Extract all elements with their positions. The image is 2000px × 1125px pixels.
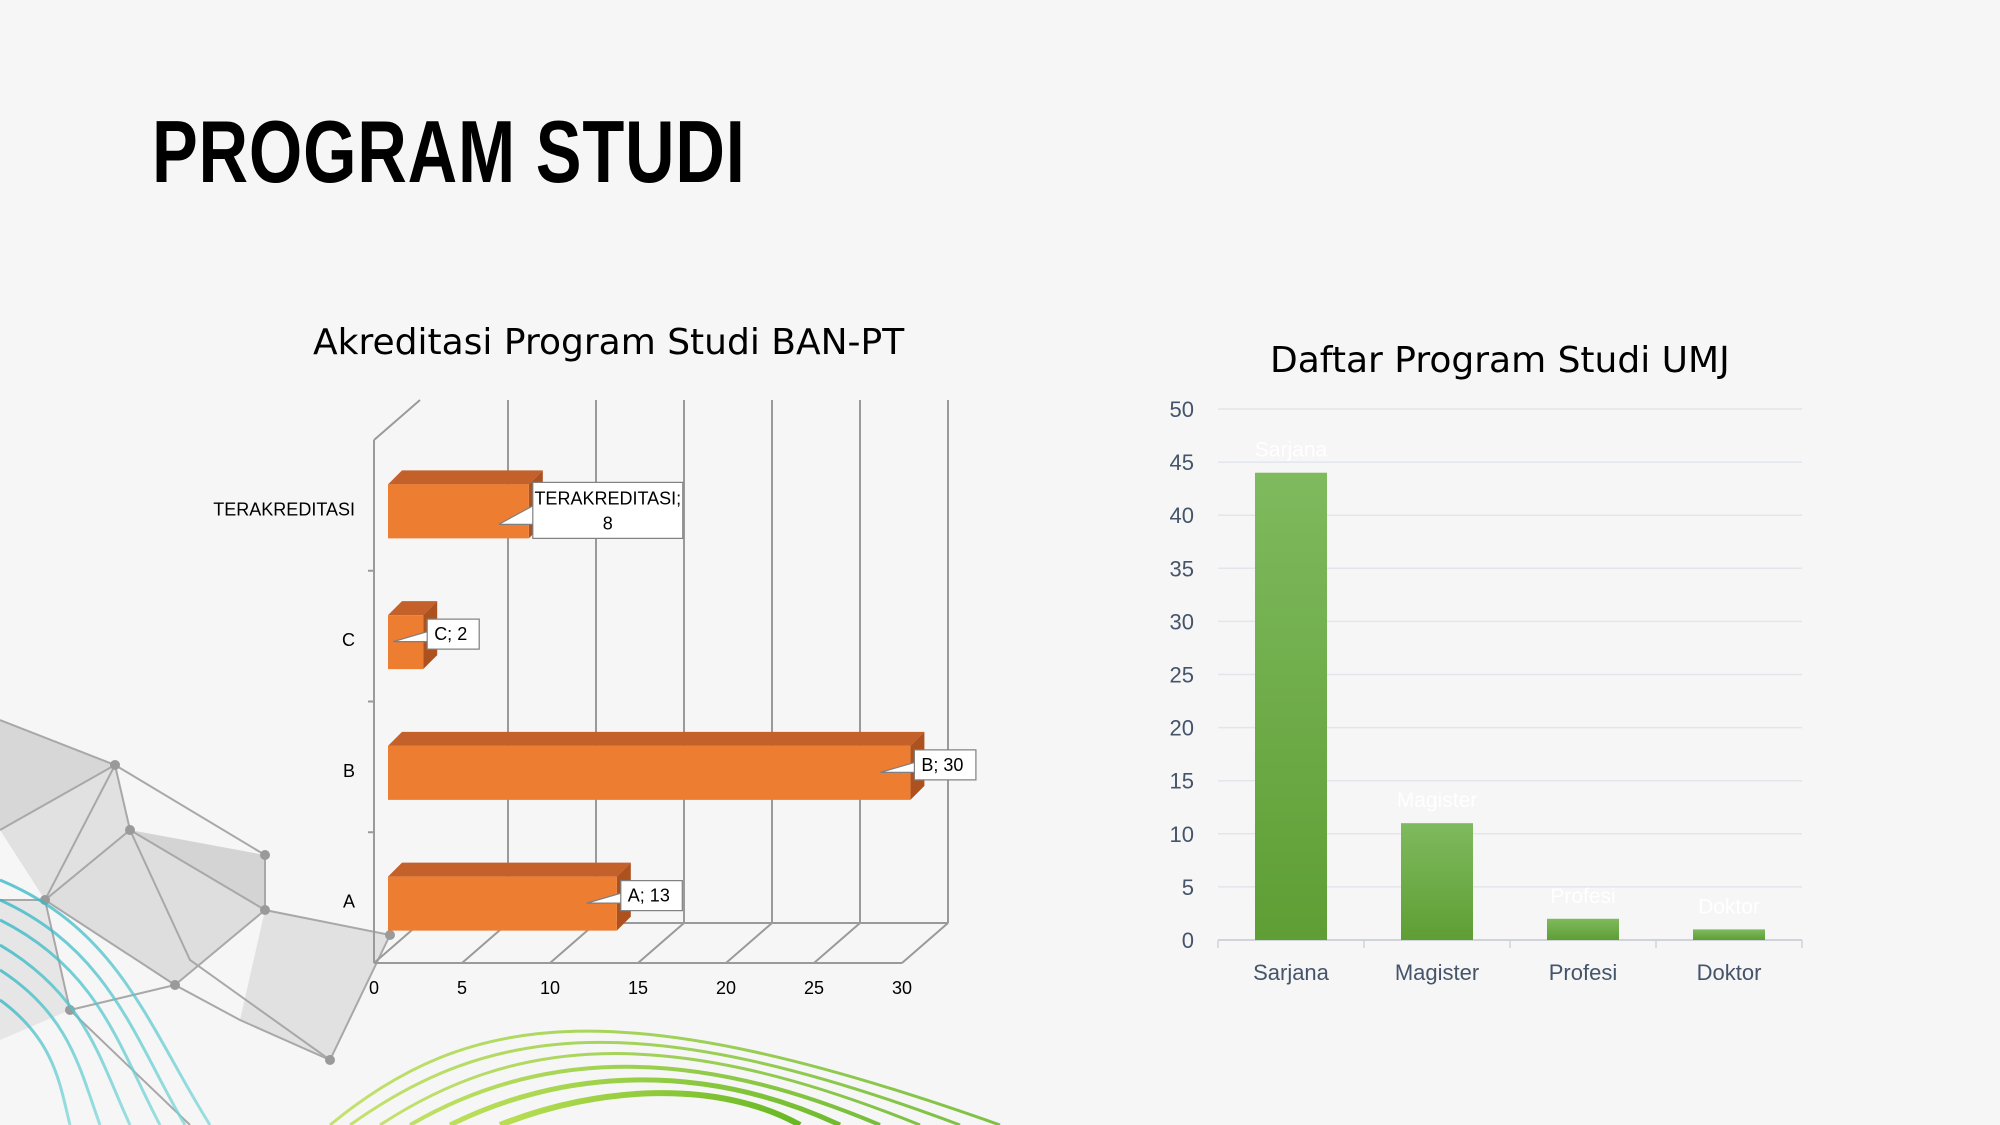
chart-1-data-label: B; 30 xyxy=(921,755,963,775)
chart-1-bar xyxy=(388,484,529,539)
chart-2-data-label: Profesi xyxy=(1550,885,1615,908)
chart-2-category-label: Sarjana xyxy=(1253,960,1330,985)
chart-1-data-label: A; 13 xyxy=(628,886,670,906)
chart-1-bar-top xyxy=(388,862,631,877)
chart-2-y-tick-label: 45 xyxy=(1170,450,1194,475)
chart-1-category-label: C xyxy=(342,630,355,650)
chart-1-axis-top-edge xyxy=(373,399,421,441)
chart-2-y-tick-label: 50 xyxy=(1170,397,1194,422)
chart-1-callout-box xyxy=(620,880,683,912)
chart-1-bar-top xyxy=(388,470,543,485)
chart-1-x-tick-label: 15 xyxy=(628,978,648,998)
chart-1-x-tick-label: 5 xyxy=(457,978,467,998)
chart-2-category-label: Magister xyxy=(1395,960,1479,985)
chart-1-callout-box xyxy=(426,618,480,650)
chart-2-bar xyxy=(1255,472,1327,940)
chart-2-y-tick-label: 0 xyxy=(1182,928,1194,953)
chart-1-callout-box xyxy=(532,481,684,539)
chart-2-title: Daftar Program Studi UMJ xyxy=(1270,340,1730,381)
chart-2-y-tick-label: 15 xyxy=(1170,769,1194,794)
chart-1-gridline-floor xyxy=(725,922,773,964)
chart-1-data-label-line: 8 xyxy=(603,513,613,533)
chart-2-y-tick-label: 20 xyxy=(1170,716,1194,741)
chart-1-callout-joint xyxy=(621,893,625,904)
chart-2-category-label: Profesi xyxy=(1549,960,1617,985)
chart-2-bar xyxy=(1547,918,1619,940)
chart-1-category-label: TERAKREDITASI xyxy=(213,499,355,519)
chart-2-bar xyxy=(1693,929,1765,940)
green-wave-decoration xyxy=(329,1029,1001,1125)
chart-1-callout-joint xyxy=(533,505,537,525)
teal-wave-decoration xyxy=(0,878,212,1125)
chart-1-data-label-callout: A; 13 xyxy=(586,880,683,912)
chart-1-gridline-floor xyxy=(637,922,685,964)
chart-1-data-label-callout: B; 30 xyxy=(880,749,977,781)
slide-title: PROGRAM STUDI xyxy=(152,102,746,201)
chart-2-data-label: Doktor xyxy=(1698,895,1760,918)
chart-1-callout-box xyxy=(913,749,977,781)
chart-1-category-label: B xyxy=(343,761,355,781)
chart-2-y-tick-label: 5 xyxy=(1182,875,1194,900)
chart-1-callout-joint xyxy=(428,632,432,642)
chart-2-data-label: Magister xyxy=(1397,789,1478,812)
chart-2-y-tick-label: 25 xyxy=(1170,663,1194,688)
chart-1-x-tick-label: 25 xyxy=(804,978,824,998)
chart-1-title: Akreditasi Program Studi BAN-PT xyxy=(313,322,905,363)
chart-2-y-tick-label: 35 xyxy=(1170,556,1194,581)
chart-2-bar xyxy=(1401,823,1473,940)
chart-1-data-label-callout: C; 2 xyxy=(393,618,480,650)
chart-2-category-label: Doktor xyxy=(1697,960,1762,985)
chart-1-category-label: A xyxy=(343,892,355,912)
chart-1-bar xyxy=(388,745,911,800)
geometric-mesh-decoration xyxy=(0,719,395,1125)
chart-1-gridline-floor xyxy=(813,922,861,964)
chart-1-bar xyxy=(388,876,617,931)
chart-1-x-tick-label: 30 xyxy=(892,978,912,998)
chart-1-x-tick-label: 20 xyxy=(716,978,736,998)
chart-1-bar-top xyxy=(388,731,925,746)
chart-1-data-label-callout: TERAKREDITASI; 8 xyxy=(498,481,684,539)
chart-1-bar-top xyxy=(388,601,438,616)
chart-1-x-tick-label: 0 xyxy=(369,978,379,998)
chart-2-y-tick-label: 10 xyxy=(1170,822,1194,847)
chart-2-y-tick-label: 40 xyxy=(1170,503,1194,528)
chart-1-callout-joint xyxy=(915,762,919,773)
chart-1-data-label: TERAKREDITASI; 8 xyxy=(534,488,681,533)
chart-2-y-tick-label: 30 xyxy=(1170,609,1194,634)
chart-1-data-label: C; 2 xyxy=(434,624,467,644)
chart-2-data-label: Sarjana xyxy=(1255,439,1328,462)
chart-1-x-tick-label: 10 xyxy=(540,978,560,998)
chart-1-gridline-floor xyxy=(901,922,949,964)
chart-1-data-label-line: TERAKREDITASI; xyxy=(534,488,681,508)
